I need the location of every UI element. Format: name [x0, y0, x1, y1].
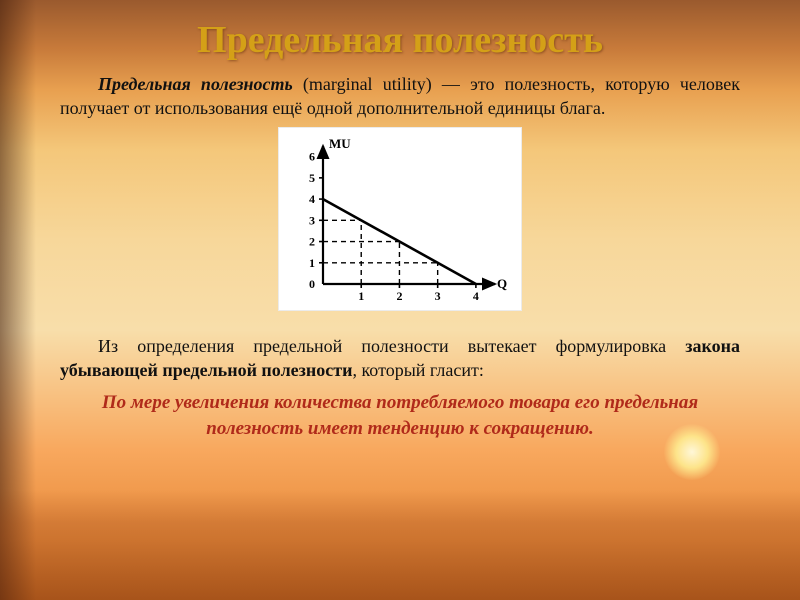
svg-text:6: 6	[309, 149, 315, 163]
slide-title: Предельная полезность	[60, 18, 740, 62]
svg-text:5: 5	[309, 170, 315, 184]
svg-text:4: 4	[309, 192, 315, 206]
paragraph-definition: Предельная полезность (marginal utility)…	[60, 72, 740, 121]
chart-container: 0 1 2 3 4 5 6 1 2 3 4 MU Q	[60, 127, 740, 316]
marginal-utility-chart: 0 1 2 3 4 5 6 1 2 3 4 MU Q	[289, 136, 509, 306]
law-part-a: Из определения предельной полезности выт…	[98, 336, 685, 356]
svg-text:4: 4	[473, 289, 479, 303]
law-part-c: , который гласит:	[352, 360, 483, 380]
paragraph-law: Из определения предельной полезности выт…	[60, 334, 740, 383]
svg-text:1: 1	[358, 289, 364, 303]
svg-text:2: 2	[396, 289, 402, 303]
svg-text:1: 1	[309, 255, 315, 269]
term: Предельная полезность	[98, 74, 293, 94]
vignette-left	[0, 0, 36, 600]
svg-text:MU: MU	[329, 136, 351, 151]
chart-box: 0 1 2 3 4 5 6 1 2 3 4 MU Q	[278, 127, 522, 311]
svg-text:0: 0	[309, 277, 315, 291]
slide: Предельная полезность Предельная полезно…	[0, 0, 800, 600]
vignette-bottom	[0, 490, 800, 600]
svg-text:3: 3	[309, 213, 315, 227]
svg-text:Q: Q	[497, 276, 507, 291]
svg-text:3: 3	[435, 289, 441, 303]
svg-text:2: 2	[309, 234, 315, 248]
law-statement: По мере увеличения количества потребляем…	[60, 390, 740, 441]
